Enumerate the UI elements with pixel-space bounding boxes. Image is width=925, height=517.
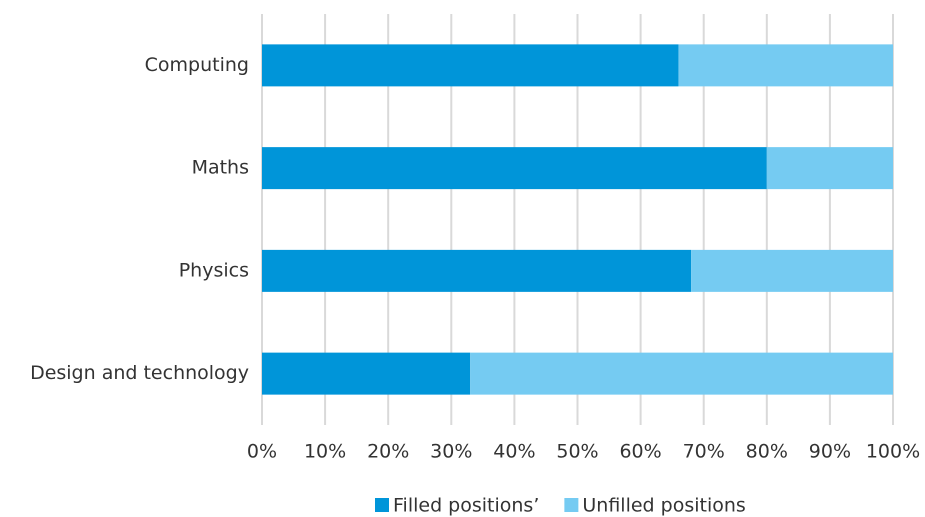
- x-tick-label: 70%: [683, 441, 725, 463]
- x-tick-label: 20%: [367, 441, 409, 463]
- legend-label: Filled positions’: [393, 495, 539, 517]
- bar-segment: [766, 147, 893, 190]
- y-tick-label: Computing: [145, 54, 249, 76]
- y-tick-label: Physics: [179, 259, 249, 281]
- x-tick-label: 0%: [247, 441, 277, 463]
- bar-segment: [470, 352, 893, 395]
- x-tick-label: 10%: [304, 441, 346, 463]
- bar-segment: [678, 44, 893, 87]
- legend-swatch: [375, 498, 389, 512]
- y-tick-label: Maths: [192, 157, 249, 179]
- bar-segment: [262, 352, 471, 395]
- bar-segment: [262, 44, 679, 87]
- x-tick-label: 100%: [866, 441, 920, 463]
- x-tick-label: 50%: [556, 441, 598, 463]
- x-tick-label: 90%: [809, 441, 851, 463]
- legend-label: Unfilled positions: [582, 495, 745, 517]
- x-tick-label: 40%: [493, 441, 535, 463]
- legend-swatch: [564, 498, 579, 512]
- bar-segment: [691, 249, 893, 292]
- bar-segment: [262, 249, 692, 292]
- bar-segment: [262, 147, 767, 190]
- x-tick-label: 60%: [619, 441, 661, 463]
- y-tick-label: Design and technology: [30, 362, 249, 384]
- x-tick-label: 80%: [746, 441, 788, 463]
- x-tick-label: 30%: [430, 441, 472, 463]
